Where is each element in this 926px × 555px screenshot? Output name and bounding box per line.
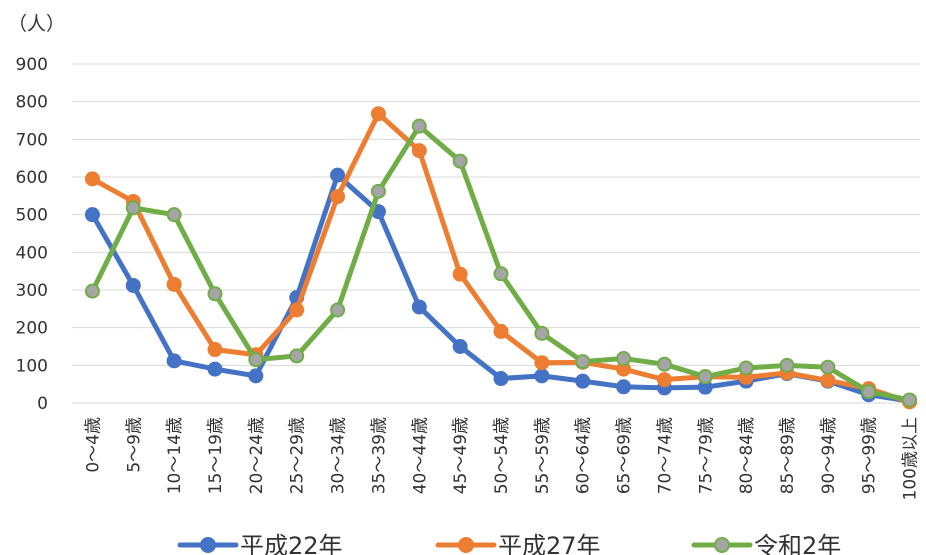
x-tick-label: 45～49歳: [451, 417, 471, 494]
data-point: [248, 368, 264, 384]
x-tick-label: 100歳以上: [901, 417, 921, 500]
x-tick-label: 90～94歳: [819, 417, 839, 494]
data-point: [575, 373, 591, 389]
data-point: [166, 276, 182, 292]
data-point: [370, 183, 386, 199]
x-tick-label: 60～64歳: [574, 417, 594, 494]
x-tick-label: 55～59歳: [533, 417, 553, 494]
data-point: [411, 143, 427, 159]
data-point: [330, 167, 346, 183]
data-point: [125, 277, 141, 293]
y-tick-label: 0: [37, 394, 48, 414]
legend-label: 平成22年: [240, 532, 343, 555]
data-point: [656, 356, 672, 372]
data-point: [820, 372, 836, 388]
data-point: [861, 384, 877, 400]
x-tick-label: 65～69歳: [615, 417, 635, 494]
x-tick-label: 10～14歳: [165, 417, 185, 494]
x-tick-label: 30～34歳: [329, 417, 349, 494]
legend-label: 平成27年: [498, 532, 601, 555]
gridlines: [72, 63, 920, 404]
legend-item: 令和2年: [691, 532, 841, 555]
data-point: [820, 359, 836, 375]
y-tick-label: 200: [16, 319, 48, 339]
legend-swatch-marker: [714, 537, 730, 553]
data-point: [575, 354, 591, 370]
data-point: [84, 283, 100, 299]
data-point: [411, 118, 427, 134]
x-axis-ticks: 0～4歳 5～9歳 10～14歳 15～19歳 20～24歳 25～29歳 30～34歳 35…: [83, 417, 920, 500]
y-tick-label: 600: [16, 168, 48, 188]
data-point: [902, 392, 918, 408]
data-point: [452, 153, 468, 169]
data-point: [493, 371, 509, 387]
data-point: [493, 266, 509, 282]
data-point: [616, 379, 632, 395]
data-point: [411, 299, 427, 315]
legend-item: 平成27年: [435, 532, 601, 555]
y-unit-label: （人）: [8, 13, 65, 35]
x-tick-label: 0～4歳: [83, 417, 103, 473]
data-point: [370, 106, 386, 122]
series-2: [84, 118, 918, 408]
data-point: [330, 302, 346, 318]
x-tick-label: 80～84歳: [737, 417, 757, 494]
legend-label: 令和2年: [754, 532, 841, 555]
y-tick-label: 500: [16, 206, 48, 226]
data-point: [207, 342, 223, 358]
y-tick-label: 900: [16, 55, 48, 75]
data-point: [84, 171, 100, 187]
data-point: [248, 352, 264, 368]
x-tick-label: 35～39歳: [369, 417, 389, 494]
y-axis-ticks: 0 100 200 300 400 500 600 700 800 900: [16, 55, 48, 414]
x-tick-label: 25～29歳: [288, 417, 308, 494]
x-tick-label: 75～79歳: [696, 417, 716, 494]
y-tick-label: 700: [16, 130, 48, 150]
x-tick-label: 50～54歳: [492, 417, 512, 494]
data-point: [84, 207, 100, 223]
data-point: [738, 360, 754, 376]
data-point: [656, 372, 672, 388]
x-tick-label: 40～44歳: [410, 417, 430, 494]
data-point: [779, 357, 795, 373]
x-tick-label: 20～24歳: [247, 417, 267, 494]
x-tick-label: 70～74歳: [655, 417, 675, 494]
data-point: [289, 348, 305, 364]
x-tick-label: 85～89歳: [778, 417, 798, 494]
data-point: [616, 351, 632, 367]
x-tick-label: 5～9歳: [124, 417, 144, 473]
y-tick-label: 300: [16, 281, 48, 301]
y-tick-label: 100: [16, 356, 48, 376]
legend-swatch-marker: [200, 537, 216, 553]
data-point: [697, 369, 713, 385]
data-point: [125, 200, 141, 216]
data-point: [534, 368, 550, 384]
data-point: [166, 353, 182, 369]
data-point: [207, 286, 223, 302]
legend-item: 平成22年: [177, 532, 343, 555]
legend-swatch-marker: [458, 537, 474, 553]
data-point: [452, 339, 468, 354]
y-tick-label: 800: [16, 93, 48, 113]
data-point: [493, 323, 509, 339]
series-layer: [84, 106, 918, 410]
data-point: [330, 189, 346, 205]
data-point: [452, 266, 468, 282]
y-tick-label: 400: [16, 243, 48, 263]
data-point: [534, 325, 550, 341]
x-tick-label: 95～99歳: [860, 417, 880, 494]
data-point: [534, 355, 550, 371]
data-point: [166, 207, 182, 223]
data-point: [207, 361, 223, 377]
data-point: [289, 302, 305, 318]
legend: 平成22年 平成27年 令和2年: [177, 532, 841, 555]
x-tick-label: 15～19歳: [206, 417, 226, 494]
